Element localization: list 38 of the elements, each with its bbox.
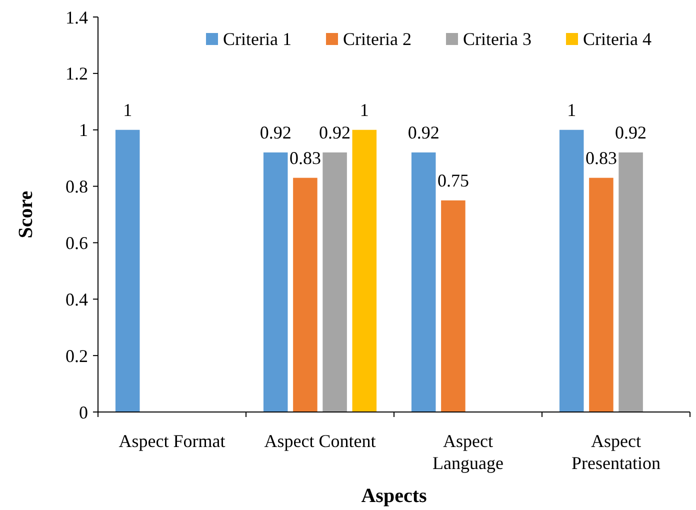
data-label: 0.92 bbox=[615, 122, 647, 142]
x-tick-label: Aspect Format bbox=[118, 431, 226, 451]
data-label: 0.92 bbox=[408, 122, 440, 142]
data-label: 1 bbox=[360, 100, 369, 120]
data-label: 0.92 bbox=[319, 122, 351, 142]
data-label: 1 bbox=[567, 100, 576, 120]
bar bbox=[115, 130, 140, 412]
bar bbox=[352, 130, 377, 412]
y-tick-label: 0.2 bbox=[66, 346, 88, 366]
data-label: 1 bbox=[123, 100, 132, 120]
x-tick-label: Aspect Presentation bbox=[572, 431, 660, 473]
bar bbox=[618, 152, 643, 412]
data-label: 0.83 bbox=[585, 148, 617, 168]
bar bbox=[441, 200, 466, 412]
bar bbox=[263, 152, 288, 412]
x-tick-label: Aspect Content bbox=[264, 431, 376, 451]
data-label: 0.83 bbox=[289, 148, 321, 168]
legend-label: Criteria 1 bbox=[223, 29, 292, 49]
y-tick-label: 1.4 bbox=[66, 7, 88, 28]
y-axis-title: Score bbox=[15, 190, 37, 238]
y-tick-label: 1 bbox=[79, 120, 88, 140]
bar bbox=[559, 130, 584, 412]
legend-label: Criteria 2 bbox=[343, 29, 412, 49]
data-label: 0.92 bbox=[260, 122, 292, 142]
legend-label: Criteria 4 bbox=[583, 29, 652, 49]
bar bbox=[589, 178, 614, 412]
y-tick-label: 0.4 bbox=[66, 289, 88, 310]
x-axis-title: Aspects bbox=[361, 485, 427, 507]
legend-label: Criteria 3 bbox=[463, 29, 532, 49]
bar bbox=[411, 152, 436, 412]
y-tick-label: 0.8 bbox=[66, 176, 88, 197]
y-tick-label: 0 bbox=[79, 402, 88, 422]
bar bbox=[322, 152, 347, 412]
x-tick-label: Aspect Language bbox=[432, 431, 504, 473]
bar bbox=[293, 178, 318, 412]
y-tick-label: 1.2 bbox=[66, 64, 88, 84]
data-label: 0.75 bbox=[437, 170, 469, 190]
y-tick-label: 0.6 bbox=[66, 233, 88, 254]
